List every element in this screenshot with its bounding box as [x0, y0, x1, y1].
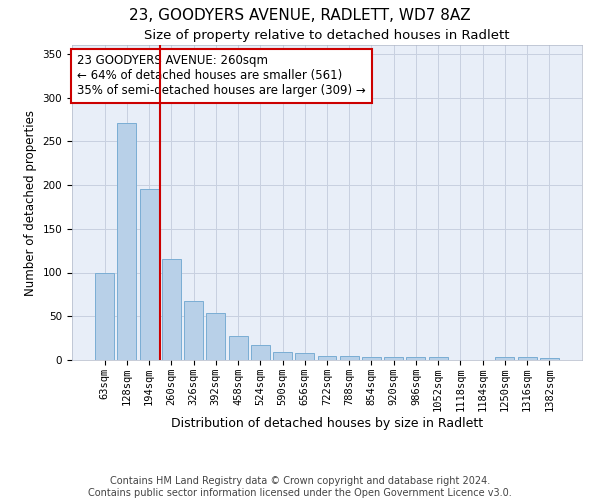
Bar: [496, 356, 514, 360]
Bar: [162, 260, 181, 360]
Bar: [95, 272, 114, 360]
Bar: [206, 313, 225, 360]
Bar: [518, 358, 536, 360]
Bar: [317, 356, 337, 360]
Bar: [340, 356, 359, 360]
Bar: [184, 302, 203, 360]
Bar: [273, 352, 292, 360]
Text: Contains HM Land Registry data © Crown copyright and database right 2024.
Contai: Contains HM Land Registry data © Crown c…: [88, 476, 512, 498]
Y-axis label: Number of detached properties: Number of detached properties: [24, 110, 37, 296]
Title: Size of property relative to detached houses in Radlett: Size of property relative to detached ho…: [144, 30, 510, 43]
Bar: [406, 358, 425, 360]
Bar: [540, 358, 559, 360]
Bar: [251, 345, 270, 360]
Bar: [295, 353, 314, 360]
Text: 23, GOODYERS AVENUE, RADLETT, WD7 8AZ: 23, GOODYERS AVENUE, RADLETT, WD7 8AZ: [129, 8, 471, 22]
Bar: [229, 336, 248, 360]
X-axis label: Distribution of detached houses by size in Radlett: Distribution of detached houses by size …: [171, 417, 483, 430]
Bar: [384, 358, 403, 360]
Text: 23 GOODYERS AVENUE: 260sqm
← 64% of detached houses are smaller (561)
35% of sem: 23 GOODYERS AVENUE: 260sqm ← 64% of deta…: [77, 54, 366, 98]
Bar: [429, 358, 448, 360]
Bar: [362, 356, 381, 360]
Bar: [118, 123, 136, 360]
Bar: [140, 190, 158, 360]
